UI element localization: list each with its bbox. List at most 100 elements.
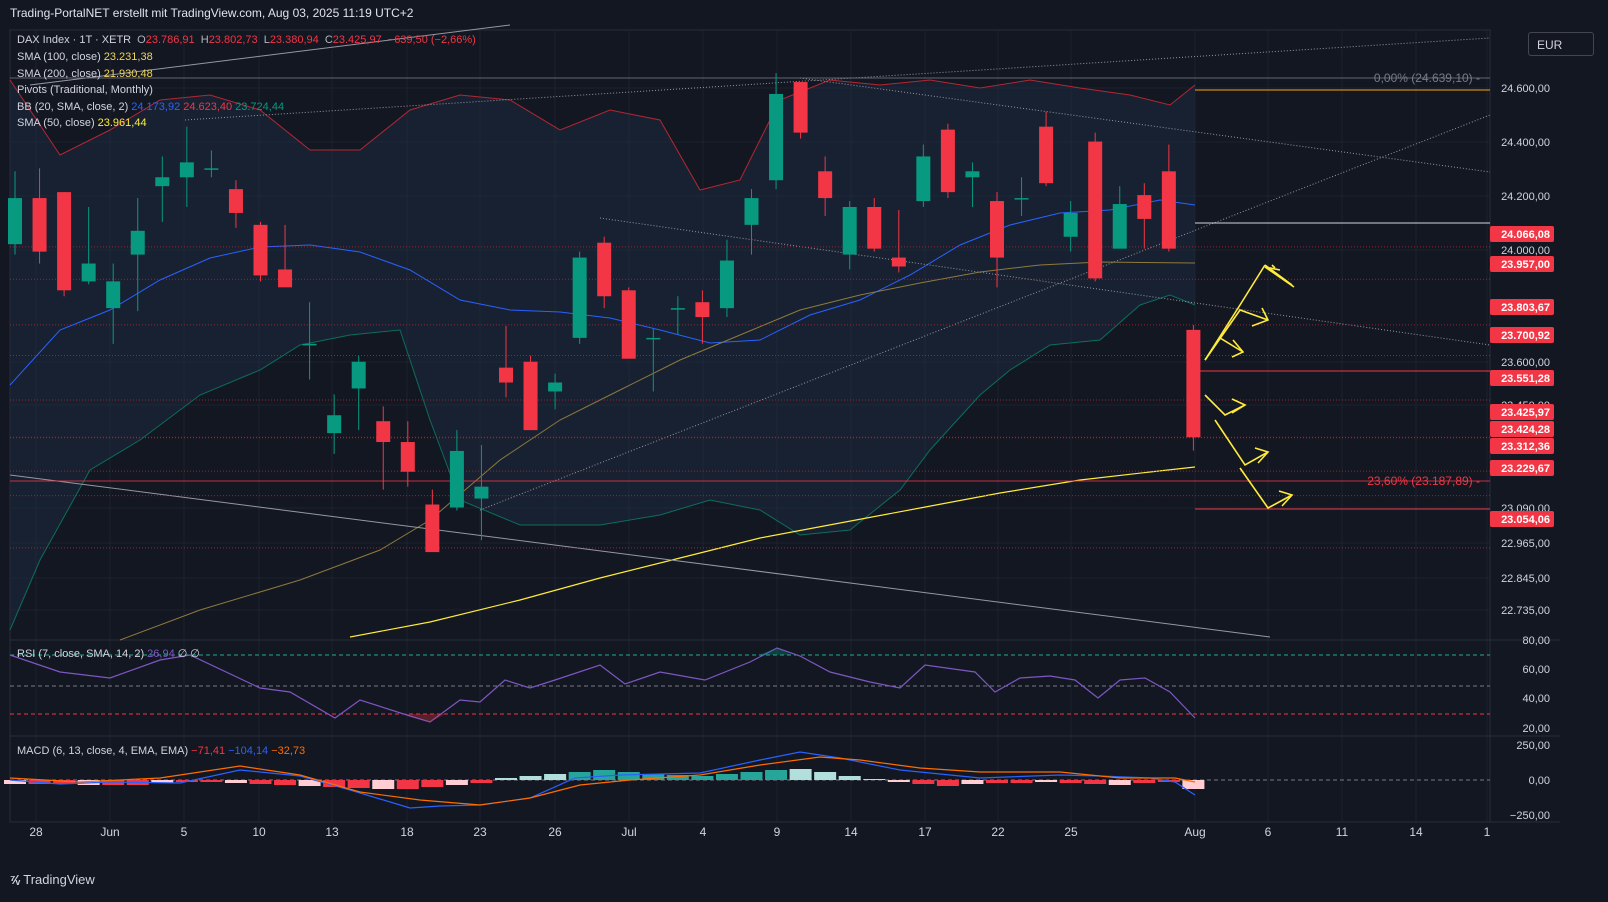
candle-body xyxy=(57,192,72,291)
macd-histogram-bar xyxy=(715,774,738,780)
candle-body xyxy=(376,421,391,443)
time-axis-label: 10 xyxy=(252,825,266,839)
macd-histogram-bar xyxy=(1182,780,1205,789)
legend-sma200[interactable]: SMA (200, close) 21.930,48 xyxy=(17,68,153,80)
macd-histogram-bar xyxy=(544,774,567,780)
macd-histogram-bar xyxy=(470,780,493,783)
macd-histogram-bar xyxy=(863,779,886,780)
rsi-line xyxy=(9,647,1196,723)
price-tag-label: 23.700,92 xyxy=(1501,330,1550,342)
trendline-dotted-upper xyxy=(799,77,1491,173)
candle-body xyxy=(1186,329,1201,438)
time-axis-label: 14 xyxy=(1409,825,1423,839)
candle-body xyxy=(867,207,882,249)
tradingview-footer[interactable]: ⁷⁄ᵥ TradingView xyxy=(10,872,95,887)
macd-histogram-bar xyxy=(789,769,812,780)
scenario-arrow xyxy=(1204,309,1269,361)
candle-body xyxy=(670,308,685,310)
candle-body xyxy=(1088,141,1103,279)
candle-body xyxy=(155,177,170,187)
footer-brand: TradingView xyxy=(23,872,95,887)
sma100-line xyxy=(119,261,1196,641)
legend-bb[interactable]: BB (20, SMA, close, 2) 24.173,92 24.623,40… xyxy=(17,101,285,113)
candle-body xyxy=(425,504,440,553)
time-axis-label: 26 xyxy=(548,825,562,839)
candle-body xyxy=(278,269,293,288)
macd-histogram-bar xyxy=(1059,780,1082,783)
scenario-arrowhead xyxy=(1278,490,1294,507)
price-axis-label: 24.400,00 xyxy=(1501,137,1550,149)
time-axis-label: Jul xyxy=(621,825,636,839)
price-tag-label: 24.066,08 xyxy=(1501,229,1550,241)
macd-histogram-bar xyxy=(936,780,959,786)
macd-histogram-bar xyxy=(224,780,247,783)
sma50-line xyxy=(349,466,1196,638)
price-tag-box xyxy=(1490,404,1554,420)
macd-histogram-bar xyxy=(4,780,26,784)
time-axis-label: 6 xyxy=(1265,825,1272,839)
price-tag-box xyxy=(1490,511,1554,527)
time-axis-label: 25 xyxy=(1064,825,1078,839)
macd-histogram-bar xyxy=(912,780,935,784)
price-tag-box xyxy=(1490,438,1554,454)
macd-axis-label: 0,00 xyxy=(1529,775,1550,787)
macd-histogram-bar xyxy=(347,780,370,788)
macd-histogram-bar xyxy=(200,780,223,782)
price-axis-label: 22.965,00 xyxy=(1501,538,1550,550)
trendline-down xyxy=(9,474,1271,638)
candle-body xyxy=(621,290,636,359)
macd-histogram-bar xyxy=(445,780,468,785)
scenario-arrow xyxy=(1239,467,1293,510)
macd-histogram-bar xyxy=(617,772,640,780)
time-axis-label: 17 xyxy=(918,825,932,839)
macd-histogram-bar xyxy=(593,770,616,780)
candle-body xyxy=(1161,171,1176,249)
candle-body xyxy=(769,93,784,181)
legend-pivots[interactable]: Pivots (Traditional, Monthly) xyxy=(17,84,153,96)
candle-body xyxy=(744,198,759,225)
price-tag-box xyxy=(1490,460,1554,476)
candle-body xyxy=(179,162,194,178)
currency-selector[interactable]: EUR xyxy=(1528,32,1594,56)
macd-histogram-bar xyxy=(838,776,861,780)
candle-body xyxy=(818,171,833,199)
legend-rsi[interactable]: RSI (7, close, SMA, 14, 2) 26,94 ∅ ∅ xyxy=(17,648,200,660)
tradingview-logo-icon: ⁷⁄ᵥ xyxy=(10,872,20,887)
candle-body xyxy=(597,242,612,297)
candle-body xyxy=(1014,198,1029,200)
candle-body xyxy=(1063,212,1078,237)
macd-histogram-bar xyxy=(887,780,910,782)
time-axis-label: 13 xyxy=(325,825,339,839)
rsi-axis-label: 80,00 xyxy=(1522,635,1550,647)
candle-body xyxy=(400,442,415,472)
price-axis-label: 23.600,00 xyxy=(1501,357,1550,369)
macd-histogram-bar xyxy=(666,775,689,780)
candle-body xyxy=(719,260,734,309)
price-tag-label: 23.425,97 xyxy=(1501,407,1550,419)
candle-body xyxy=(204,168,219,170)
price-axis-label: 22.845,00 xyxy=(1501,573,1550,585)
time-axis-label: 9 xyxy=(774,825,781,839)
time-axis-label: 22 xyxy=(991,825,1005,839)
legend-sma50[interactable]: SMA (50, close) 23.961,44 xyxy=(17,117,147,129)
macd-line xyxy=(9,751,1196,809)
time-axis-label: 18 xyxy=(400,825,414,839)
macd-histogram-bar xyxy=(151,780,174,783)
legend-macd[interactable]: MACD (6, 13, close, 4, EMA, EMA) −71,41 −1… xyxy=(17,745,306,757)
trendline-dotted-top xyxy=(184,37,1491,121)
candle-body xyxy=(891,257,906,267)
price-tag-label: 23.312,36 xyxy=(1501,441,1550,453)
candle-body xyxy=(351,361,366,389)
candle-body xyxy=(523,361,538,431)
legend-sma100[interactable]: SMA (100, close) 23.231,38 xyxy=(17,51,153,63)
candle-body xyxy=(990,201,1004,258)
price-tag-box xyxy=(1490,256,1554,272)
price-tag-label: 23.551,28 xyxy=(1501,373,1550,385)
candle-body xyxy=(327,415,342,434)
candle-body xyxy=(130,230,145,255)
macd-histogram-bar xyxy=(495,778,517,780)
legend-main[interactable]: DAX Index · 1T · XETR O23.786,91 H23.802… xyxy=(17,34,476,46)
candle-body xyxy=(32,198,47,252)
fib-level-label: 0,00% (24.639,10) - xyxy=(1374,71,1480,85)
